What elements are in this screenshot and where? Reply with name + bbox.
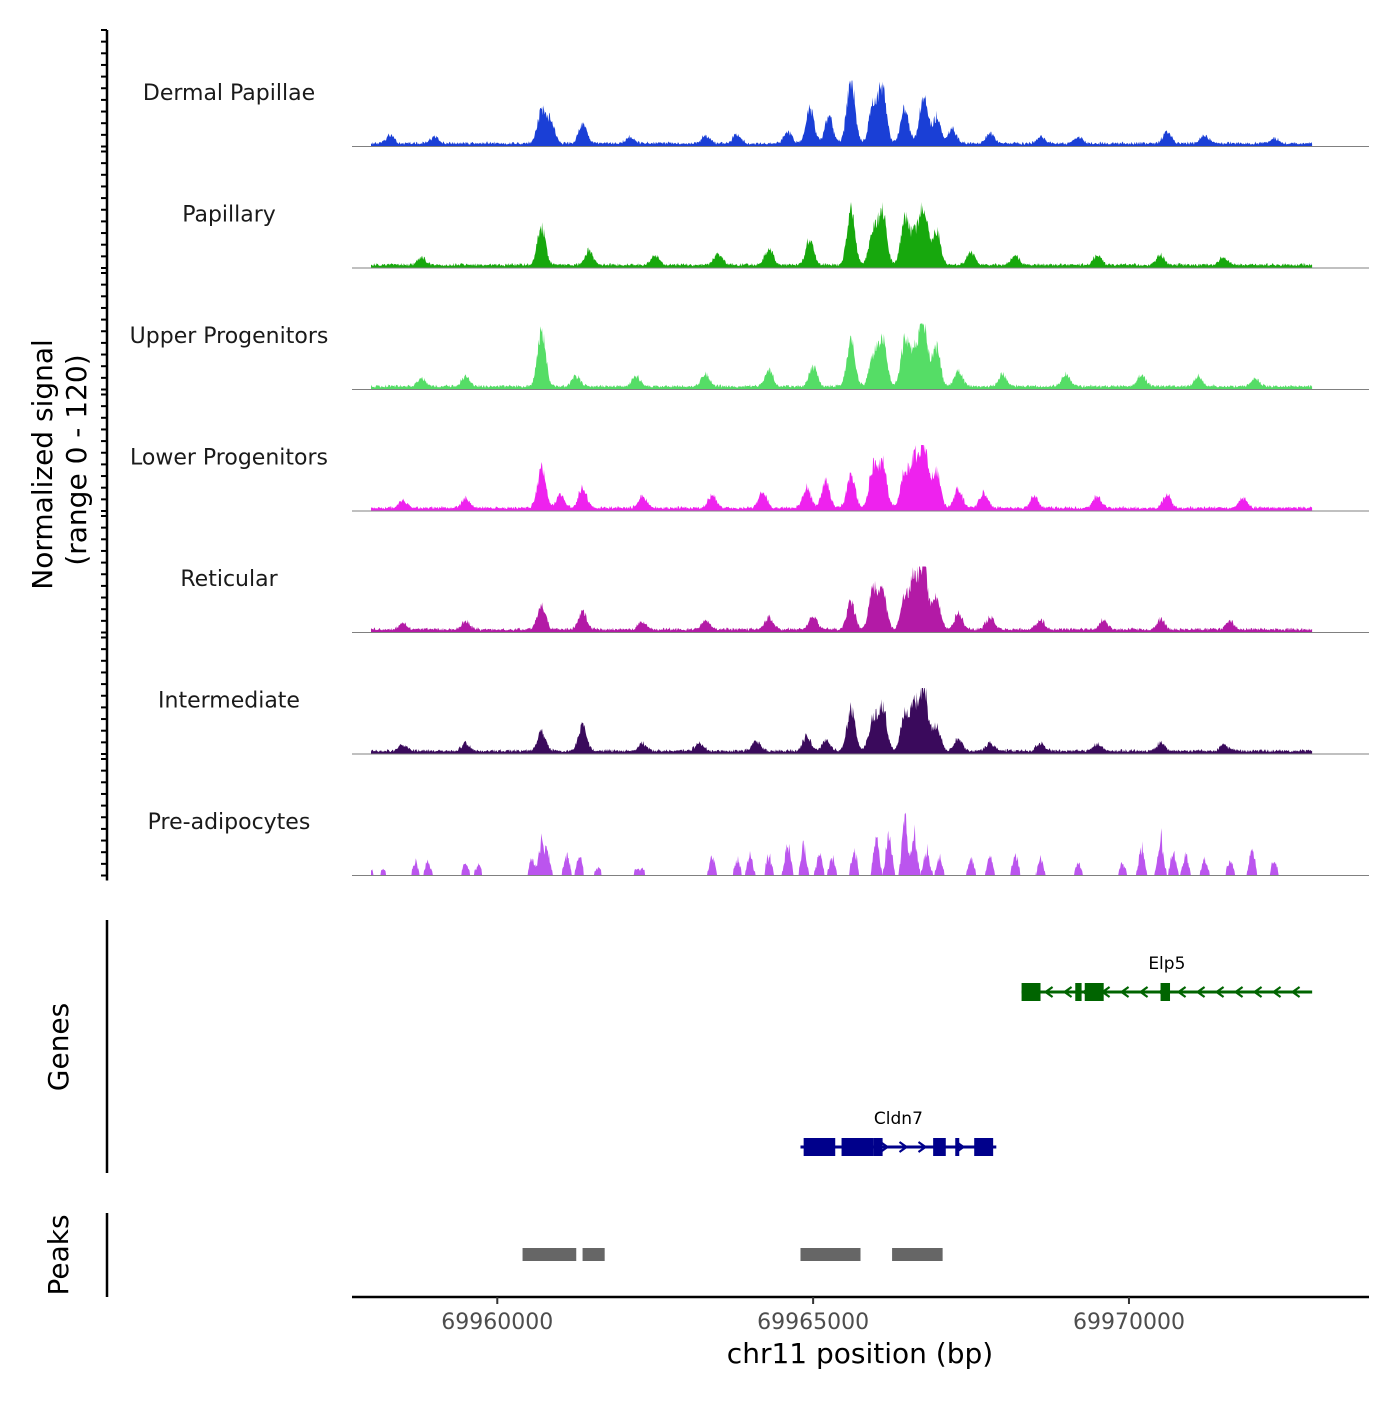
peaks-track — [522, 1248, 943, 1261]
strand-arrow — [917, 1141, 928, 1153]
gene-exon — [841, 1138, 874, 1156]
signal-area-dermal-papillae — [371, 80, 1313, 147]
genes-panel-label: Genes — [42, 1003, 75, 1091]
track-label: Papillary — [182, 203, 276, 228]
track-upper-progenitors: Upper Progenitors — [130, 323, 1369, 390]
strand-arrow — [1271, 986, 1282, 998]
y-axis-title-line1: Normalized signal — [26, 339, 59, 590]
track-label: Pre-adipocytes — [148, 810, 311, 835]
strand-arrow — [1176, 986, 1187, 998]
y-axis-title: Normalized signal (range 0 - 120) — [26, 330, 93, 589]
strand-arrow — [1138, 986, 1149, 998]
gene-exon — [1021, 983, 1041, 1001]
genes-track: Elp5 Cldn7 — [800, 954, 1313, 1156]
gene-cldn7: Cldn7 — [800, 1109, 997, 1156]
track-label: Dermal Papillae — [143, 81, 315, 106]
peak-region — [582, 1248, 605, 1261]
gene-label: Cldn7 — [874, 1109, 923, 1129]
gene-label: Elp5 — [1148, 954, 1185, 974]
gene-exon — [955, 1138, 960, 1156]
signal-area-reticular — [371, 566, 1313, 633]
signal-area-intermediate — [371, 688, 1313, 754]
x-axis-title: chr11 position (bp) — [727, 1337, 993, 1370]
coverage-tracks: Dermal Papillae Papillary Upper Progenitor… — [130, 80, 1369, 876]
strand-arrow — [1195, 986, 1206, 998]
gene-exon — [1160, 983, 1171, 1001]
strand-arrow — [1119, 986, 1130, 998]
gene-exon — [933, 1138, 946, 1156]
track-pre-adipocytes: Pre-adipocytes — [148, 810, 1369, 876]
track-label: Lower Progenitors — [130, 446, 328, 471]
strand-arrow — [1043, 986, 1054, 998]
strand-arrow — [1252, 986, 1263, 998]
gene-exon — [1075, 983, 1082, 1001]
x-tick-label: 69960000 — [441, 1310, 553, 1335]
gene-exon — [974, 1138, 994, 1156]
track-reticular: Reticular — [180, 566, 1369, 633]
gene-exon — [873, 1138, 883, 1156]
signal-area-papillary — [371, 202, 1313, 268]
strand-arrow — [1062, 986, 1073, 998]
x-tick-label: 69970000 — [1073, 1310, 1185, 1335]
peak-region — [892, 1248, 943, 1261]
peak-region — [800, 1248, 861, 1261]
track-papillary: Papillary — [182, 202, 1369, 269]
signal-area-pre-adipocytes — [371, 812, 1313, 876]
strand-arrow — [1233, 986, 1244, 998]
track-lower-progenitors: Lower Progenitors — [130, 445, 1369, 512]
strand-arrow — [1214, 986, 1225, 998]
coverage-axis — [101, 29, 109, 881]
gene-elp5: Elp5 — [1021, 954, 1313, 1001]
peak-region — [522, 1248, 577, 1261]
strand-arrow — [898, 1141, 909, 1153]
signal-area-upper-progenitors — [371, 323, 1313, 390]
signal-area-lower-progenitors — [371, 445, 1313, 511]
track-dermal-papillae: Dermal Papillae — [143, 80, 1369, 147]
x-axis: 69960000 69965000 69970000 — [441, 1297, 1185, 1335]
x-tick-label: 69965000 — [757, 1310, 869, 1335]
gene-exon — [1084, 983, 1104, 1001]
track-label: Upper Progenitors — [130, 324, 329, 349]
strand-arrow — [1290, 986, 1301, 998]
track-intermediate: Intermediate — [158, 688, 1369, 755]
y-axis-title-line2: (range 0 - 120) — [60, 354, 93, 565]
track-label: Intermediate — [158, 689, 300, 714]
track-label: Reticular — [180, 567, 278, 592]
peaks-panel-label: Peaks — [42, 1214, 75, 1295]
gene-exon — [803, 1138, 836, 1156]
strand-arrow — [879, 1141, 890, 1153]
